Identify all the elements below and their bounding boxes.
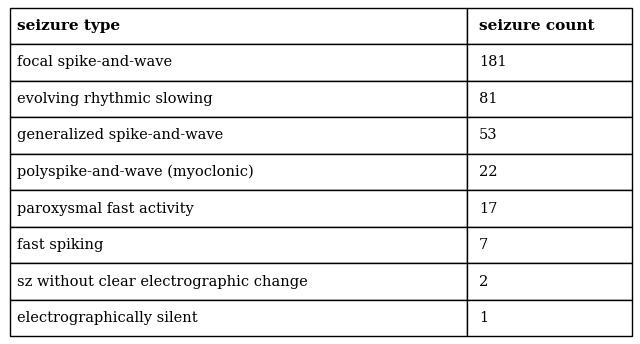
Polygon shape — [467, 300, 632, 336]
Text: paroxysmal fast activity: paroxysmal fast activity — [17, 202, 194, 216]
Polygon shape — [467, 190, 632, 227]
Polygon shape — [10, 300, 467, 336]
Polygon shape — [467, 264, 632, 300]
Polygon shape — [467, 80, 632, 117]
Polygon shape — [10, 154, 467, 190]
Polygon shape — [467, 227, 632, 264]
Text: sz without clear electrographic change: sz without clear electrographic change — [17, 275, 308, 289]
Polygon shape — [467, 44, 632, 80]
Text: evolving rhythmic slowing: evolving rhythmic slowing — [17, 92, 213, 106]
Polygon shape — [10, 117, 467, 154]
Text: seizure count: seizure count — [479, 19, 595, 33]
Text: 181: 181 — [479, 55, 506, 69]
Text: fast spiking: fast spiking — [17, 238, 104, 252]
Polygon shape — [467, 8, 632, 44]
Text: 2: 2 — [479, 275, 488, 289]
Text: seizure type: seizure type — [17, 19, 120, 33]
Polygon shape — [467, 154, 632, 190]
Polygon shape — [10, 190, 467, 227]
Text: generalized spike-and-wave: generalized spike-and-wave — [17, 128, 223, 142]
Text: focal spike-and-wave: focal spike-and-wave — [17, 55, 172, 69]
Polygon shape — [10, 227, 467, 264]
Text: 7: 7 — [479, 238, 488, 252]
Text: 17: 17 — [479, 202, 497, 216]
Polygon shape — [10, 80, 467, 117]
Text: 1: 1 — [479, 311, 488, 325]
Polygon shape — [10, 8, 467, 44]
Text: 81: 81 — [479, 92, 497, 106]
Text: 53: 53 — [479, 128, 497, 142]
Polygon shape — [10, 264, 467, 300]
Polygon shape — [10, 44, 467, 80]
Text: electrographically silent: electrographically silent — [17, 311, 198, 325]
Text: 22: 22 — [479, 165, 497, 179]
Polygon shape — [467, 117, 632, 154]
Text: polyspike-and-wave (myoclonic): polyspike-and-wave (myoclonic) — [17, 165, 254, 179]
